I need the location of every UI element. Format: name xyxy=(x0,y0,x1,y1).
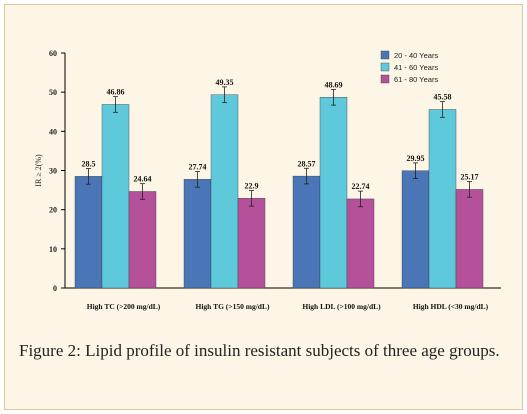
data-label: 24.64 xyxy=(134,175,152,184)
bar xyxy=(237,198,266,289)
data-label: 28.5 xyxy=(82,160,96,169)
y-tick-label: 60 xyxy=(49,49,57,58)
y-tick-label: 0 xyxy=(53,284,57,293)
y-tick-label: 10 xyxy=(49,245,57,254)
figure-frame: 0 10 20 30 40 50 60 IR ≥ 2(%) High TC (>200 mg/d… xyxy=(4,4,523,410)
bar xyxy=(428,109,457,289)
bar xyxy=(183,179,212,289)
data-label: 29.95 xyxy=(407,154,425,163)
data-label: 46.86 xyxy=(107,88,125,97)
bar-chart: 0 10 20 30 40 50 60 IR ≥ 2(%) High TC (>200 mg/d… xyxy=(34,49,501,311)
bar xyxy=(401,170,430,289)
data-label: 27.74 xyxy=(189,163,207,172)
y-axis-title: IR ≥ 2(%) xyxy=(34,154,43,187)
bar xyxy=(292,175,321,289)
legend-swatch xyxy=(380,62,390,72)
bar xyxy=(210,94,239,289)
chart-bars: 28.5 46.86 24.64 27.74 49.35 22.9 28.57 48.69 22… xyxy=(74,78,484,289)
data-label: 22.74 xyxy=(352,182,370,191)
y-tick-label: 40 xyxy=(49,127,57,136)
legend-label: 61 - 80 Years xyxy=(394,75,438,84)
x-tick-label: High TC (>200 mg/dL) xyxy=(87,302,161,311)
bar xyxy=(455,189,484,289)
x-tick-label: High HDL (<30 mg/dL) xyxy=(413,302,489,311)
data-label: 28.57 xyxy=(298,159,316,168)
data-label: 22.9 xyxy=(245,181,259,190)
y-tick-label: 50 xyxy=(49,88,57,97)
bar xyxy=(101,104,130,289)
bar xyxy=(319,97,348,289)
x-tick-label: High TG (>150 mg/dL) xyxy=(196,302,270,311)
x-tick-label: High LDL (>100 mg/dL) xyxy=(302,302,381,311)
bar xyxy=(128,191,157,289)
legend-swatch xyxy=(380,74,390,84)
caption-text: Lipid profile of insulin resistant subje… xyxy=(80,341,500,360)
data-label: 49.35 xyxy=(216,78,234,87)
legend-swatch xyxy=(380,50,390,60)
bar xyxy=(346,198,375,289)
y-tick-label: 30 xyxy=(49,167,57,176)
data-label: 45.58 xyxy=(434,93,452,102)
chart-legend: 20 - 40 Years 41 - 60 Years 61 - 80 Years xyxy=(380,50,438,84)
data-label: 25.17 xyxy=(461,173,479,182)
bar xyxy=(74,176,103,289)
figure-caption: Figure 2: Lipid profile of insulin resis… xyxy=(19,339,513,363)
caption-label: Figure 2: xyxy=(19,341,81,360)
legend-label: 20 - 40 Years xyxy=(394,51,438,60)
y-tick-label: 20 xyxy=(49,206,57,215)
data-label: 48.69 xyxy=(325,80,343,89)
legend-label: 41 - 60 Years xyxy=(394,63,438,72)
